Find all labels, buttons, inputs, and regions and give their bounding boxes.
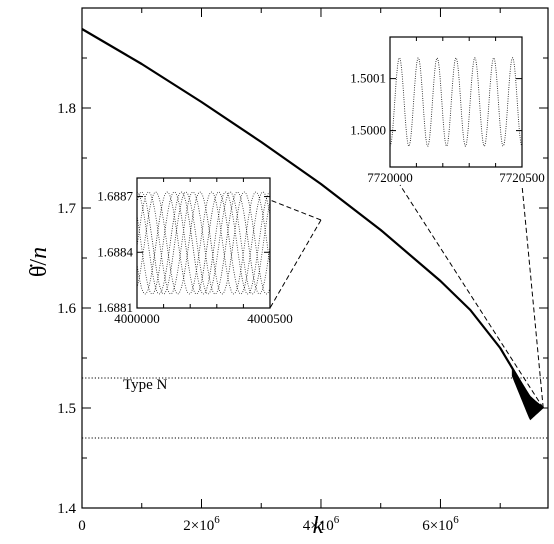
x-tick-label: 6×106 bbox=[422, 514, 459, 534]
inset-oscillation bbox=[136, 191, 271, 295]
inset-frame bbox=[136, 177, 271, 309]
y-tick-label: 1.5 bbox=[57, 401, 76, 417]
inset-oscillation bbox=[136, 191, 271, 295]
inset-oscillation bbox=[136, 191, 271, 295]
y-tick-label: 1.7 bbox=[57, 201, 76, 217]
inset-y-tick-label: 1.6881 bbox=[97, 300, 133, 315]
zoom-connector-line bbox=[269, 219, 322, 309]
x-axis-label: k bbox=[313, 513, 324, 539]
inset-right: 1.5000 1.5001 7720000 7720500 bbox=[350, 36, 545, 409]
inset-x-tick-label: 4000500 bbox=[247, 311, 293, 326]
x-tick-label: 2×106 bbox=[183, 514, 220, 534]
inset-y-tick-label: 1.5000 bbox=[350, 123, 386, 138]
inset-x-tick-label: 7720500 bbox=[499, 170, 545, 185]
inset-oscillation bbox=[136, 191, 271, 295]
main-plot: 1.4 1.5 1.6 1.7 1.8 0 2×106 4×106 6×106 bbox=[57, 7, 549, 534]
inset-x-tick-label: 4000000 bbox=[114, 311, 160, 326]
zoom-connector-line bbox=[521, 184, 544, 409]
type-n-label: Type N bbox=[123, 377, 168, 393]
x-tick-exponent: 6 bbox=[453, 514, 459, 526]
oscillation-wedge bbox=[511, 366, 544, 421]
zoom-connector-line bbox=[399, 184, 544, 409]
inset-left: 1.6881 1.6884 1.6887 4000000 4000500 bbox=[97, 177, 322, 326]
x-tick-label: 0 bbox=[78, 518, 86, 534]
zoom-connector-line bbox=[269, 199, 322, 221]
x-tick-label: 4×106 bbox=[303, 514, 340, 534]
inset-oscillation bbox=[389, 57, 523, 147]
y-axis-label: θ̇/n bbox=[26, 247, 52, 277]
inset-oscillation bbox=[136, 191, 271, 295]
y-tick-label: 1.6 bbox=[57, 301, 76, 317]
y-tick-label: 1.4 bbox=[57, 501, 76, 517]
x-tick-exponent: 6 bbox=[334, 514, 340, 526]
inset-y-tick-label: 1.5001 bbox=[350, 71, 386, 86]
inset-y-tick-label: 1.6884 bbox=[97, 244, 133, 259]
inset-y-tick-label: 1.6887 bbox=[97, 189, 133, 204]
inset-x-tick-label: 7720000 bbox=[367, 170, 413, 185]
inset-oscillation bbox=[136, 191, 271, 295]
x-tick-exponent: 6 bbox=[214, 514, 220, 526]
y-tick-label: 1.8 bbox=[57, 101, 76, 117]
inset-frame bbox=[389, 36, 523, 168]
